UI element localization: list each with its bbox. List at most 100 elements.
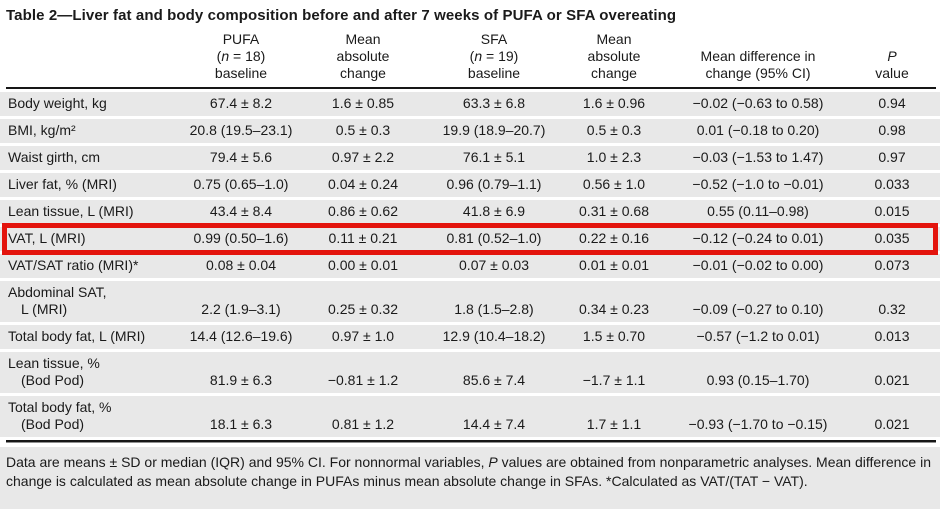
cell-p-value: 0.97 xyxy=(878,149,906,165)
row-label-line1: Total body fat, L (MRI) xyxy=(8,328,146,344)
n-variable: n xyxy=(221,48,230,64)
cell-mean-difference: −0.01 (−0.02 to 0.00) xyxy=(692,257,824,273)
row-label-line1: Lean tissue, % xyxy=(8,355,100,371)
row-label: VAT, L (MRI) xyxy=(0,227,180,251)
row-label: Body weight, kg xyxy=(0,92,180,116)
cell-p-value: 0.013 xyxy=(874,328,910,344)
row-label-line1: BMI, kg/m² xyxy=(8,122,76,138)
cell-mean-difference: −0.09 (−0.27 to 0.10) xyxy=(692,301,824,317)
row-label-line2: L (MRI) xyxy=(21,301,68,317)
cell-sfa-baseline: 1.8 (1.5–2.8) xyxy=(454,301,534,317)
table-row: Total body fat, % (Bod Pod) 18.1 ± 6.3 0… xyxy=(0,396,940,437)
n-variable: n xyxy=(474,48,483,64)
header-text: ( xyxy=(216,48,222,64)
header-line: Mean difference in xyxy=(700,48,816,64)
cell-mean-difference: 0.01 (−0.18 to 0.20) xyxy=(696,122,820,138)
cell-pufa-mean-change: 0.11 ± 0.21 xyxy=(328,230,398,246)
row-label-line1: Liver fat, % (MRI) xyxy=(8,176,117,192)
row-label-line2: (Bod Pod) xyxy=(21,372,85,388)
cell-pufa-baseline: 43.4 ± 8.4 xyxy=(209,203,273,219)
cell-mean-difference: −0.03 (−1.53 to 1.47) xyxy=(692,149,824,165)
header-line: change xyxy=(340,65,386,81)
bottom-rule xyxy=(6,440,936,443)
cell-pufa-baseline: 0.99 (0.50–1.6) xyxy=(193,230,289,246)
row-label: Lean tissue, L (MRI) xyxy=(0,200,180,224)
cell-sfa-mean-change: 0.01 ± 0.01 xyxy=(579,257,649,273)
cell-sfa-baseline: 0.81 (0.52–1.0) xyxy=(446,230,542,246)
header-line: (n = 19) xyxy=(424,48,564,65)
cell-sfa-baseline: 63.3 ± 6.8 xyxy=(462,95,526,111)
col-header-pufa-mean-change: Mean absolute change xyxy=(302,31,424,82)
cell-pufa-baseline: 2.2 (1.9–3.1) xyxy=(201,301,281,317)
header-rule xyxy=(6,87,936,89)
cell-mean-difference: 0.93 (0.15–1.70) xyxy=(706,372,810,388)
cell-p-value: 0.015 xyxy=(874,203,910,219)
cell-pufa-baseline: 0.75 (0.65–1.0) xyxy=(193,176,289,192)
header-line: (n = 18) xyxy=(180,48,302,65)
cell-p-value: 0.021 xyxy=(874,416,910,432)
cell-pufa-mean-change: 1.6 ± 0.85 xyxy=(331,95,395,111)
header-line: change (95% CI) xyxy=(705,65,811,81)
cell-p-value: 0.033 xyxy=(874,176,910,192)
row-label-line1: Waist girth, cm xyxy=(8,149,101,165)
header-line: Mean xyxy=(596,31,632,47)
cell-pufa-mean-change: 0.25 ± 0.32 xyxy=(328,301,398,317)
cell-sfa-baseline: 0.07 ± 0.03 xyxy=(459,257,529,273)
table-row: Lean tissue, % (Bod Pod) 81.9 ± 6.3 −0.8… xyxy=(0,352,940,393)
header-line: Mean xyxy=(345,31,381,47)
cell-p-value: 0.32 xyxy=(878,301,906,317)
cell-pufa-baseline: 20.8 (19.5–23.1) xyxy=(189,122,293,138)
cell-sfa-baseline: 14.4 ± 7.4 xyxy=(462,416,526,432)
cell-sfa-baseline: 76.1 ± 5.1 xyxy=(462,149,526,165)
table-body: Body weight, kg 67.4 ± 8.2 1.6 ± 0.85 63… xyxy=(0,92,940,440)
row-label: VAT/SAT ratio (MRI)* xyxy=(0,254,180,278)
cell-pufa-baseline: 0.08 ± 0.04 xyxy=(206,257,276,273)
header-line: baseline xyxy=(214,65,268,81)
row-label-line1: Abdominal SAT, xyxy=(8,284,107,300)
row-label: Total body fat, % (Bod Pod) xyxy=(0,396,180,437)
table-row: BMI, kg/m² 20.8 (19.5–23.1) 0.5 ± 0.3 19… xyxy=(0,119,940,143)
header-text: = 19) xyxy=(482,48,519,64)
col-header-mean-difference: Mean difference in change (95% CI) xyxy=(664,48,852,82)
cell-pufa-mean-change: 0.5 ± 0.3 xyxy=(335,122,391,138)
table-row: VAT/SAT ratio (MRI)* 0.08 ± 0.04 0.00 ± … xyxy=(0,254,940,278)
cell-sfa-baseline: 19.9 (18.9–20.7) xyxy=(442,122,546,138)
table-row: VAT, L (MRI) 0.99 (0.50–1.6) 0.11 ± 0.21… xyxy=(0,223,940,255)
cell-sfa-mean-change: 1.5 ± 0.70 xyxy=(582,328,646,344)
row-label-line1: Body weight, kg xyxy=(8,95,107,111)
row-label-line1: VAT/SAT ratio (MRI)* xyxy=(8,257,139,273)
cell-mean-difference: −0.52 (−1.0 to −0.01) xyxy=(692,176,824,192)
cell-mean-difference: −0.02 (−0.63 to 0.58) xyxy=(692,95,824,111)
cell-sfa-mean-change: 1.7 ± 1.1 xyxy=(586,416,642,432)
cell-p-value: 0.021 xyxy=(874,372,910,388)
cell-sfa-mean-change: 0.5 ± 0.3 xyxy=(586,122,642,138)
cell-mean-difference: −0.57 (−1.2 to 0.01) xyxy=(696,328,820,344)
cell-sfa-mean-change: 0.31 ± 0.68 xyxy=(579,203,649,219)
table-row: Liver fat, % (MRI) 0.75 (0.65–1.0) 0.04 … xyxy=(0,173,940,197)
row-label-line1: Lean tissue, L (MRI) xyxy=(8,203,134,219)
row-label: Abdominal SAT, L (MRI) xyxy=(0,281,180,322)
cell-pufa-mean-change: 0.00 ± 0.01 xyxy=(328,257,398,273)
p-variable: P xyxy=(887,48,897,64)
cell-p-value: 0.98 xyxy=(878,122,906,138)
col-header-p-value: P value xyxy=(852,48,932,82)
table-title: Table 2—Liver fat and body composition b… xyxy=(6,7,677,24)
cell-sfa-mean-change: 1.6 ± 0.96 xyxy=(582,95,646,111)
cell-sfa-mean-change: 0.34 ± 0.23 xyxy=(579,301,649,317)
cell-pufa-mean-change: 0.81 ± 1.2 xyxy=(331,416,395,432)
cell-sfa-mean-change: 0.22 ± 0.16 xyxy=(579,230,649,246)
row-label-line1: Total body fat, % xyxy=(8,399,112,415)
cell-sfa-mean-change: 0.56 ± 1.0 xyxy=(582,176,646,192)
cell-mean-difference: 0.55 (0.11–0.98) xyxy=(707,203,809,219)
row-label: Lean tissue, % (Bod Pod) xyxy=(0,352,180,393)
cell-p-value: 0.073 xyxy=(874,257,910,273)
row-label: Total body fat, L (MRI) xyxy=(0,325,180,349)
header-line: PUFA xyxy=(222,31,260,47)
header-line: absolute xyxy=(587,48,641,64)
footnote-text: values are obtained from nonparametric a… xyxy=(6,454,931,489)
row-label: BMI, kg/m² xyxy=(0,119,180,143)
cell-pufa-baseline: 18.1 ± 6.3 xyxy=(209,416,273,432)
cell-p-value: 0.94 xyxy=(878,95,906,111)
header-line: absolute xyxy=(336,48,390,64)
